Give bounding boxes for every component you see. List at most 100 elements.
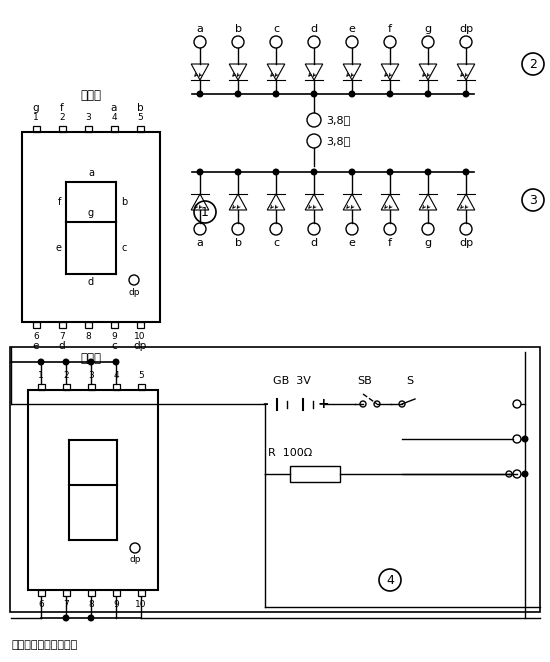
Bar [136,126,144,132]
Circle shape [37,359,45,365]
Circle shape [63,359,69,365]
Text: dp: dp [133,341,147,351]
Text: dp: dp [128,288,140,297]
Text: 4: 4 [113,371,119,380]
Bar [138,590,145,596]
Bar [22,132,160,322]
Circle shape [387,91,393,97]
Text: b: b [234,24,241,34]
Circle shape [196,91,204,97]
Text: g: g [88,208,94,218]
Text: 4: 4 [111,113,117,122]
Bar [85,322,91,328]
Text: 電源腳: 電源腳 [80,352,102,365]
Text: 9: 9 [111,332,117,341]
Text: 3,8腳: 3,8腳 [326,136,350,146]
Circle shape [234,91,241,97]
Text: d: d [59,341,65,351]
Bar [37,590,45,596]
Bar [113,385,119,390]
Text: dp: dp [129,555,141,564]
Text: GB  3V: GB 3V [273,376,311,386]
Bar [63,385,69,390]
Circle shape [234,169,241,175]
Circle shape [87,359,95,365]
Text: f: f [388,24,392,34]
Text: 10: 10 [134,332,146,341]
Text: 1: 1 [33,113,39,122]
Text: a: a [88,168,94,178]
Bar [32,126,40,132]
Bar [85,126,91,132]
Text: d: d [88,277,94,287]
Text: SB: SB [358,376,372,386]
Circle shape [272,169,279,175]
Text: d: d [310,24,317,34]
Text: c: c [273,24,279,34]
Bar [37,385,45,390]
Text: 8: 8 [85,332,91,341]
Text: 6: 6 [38,600,44,609]
Text: 9: 9 [113,600,119,609]
Bar [290,466,340,482]
Bar [136,322,144,328]
Text: 3: 3 [529,193,537,207]
Bar [58,322,65,328]
Text: f: f [58,197,61,207]
Bar [87,590,95,596]
Bar [63,590,69,596]
Text: b: b [121,197,127,207]
Text: e: e [349,24,355,34]
Text: f: f [388,238,392,248]
Bar [111,126,118,132]
Text: e: e [349,238,355,248]
Bar [58,126,65,132]
Circle shape [463,91,470,97]
Text: -: - [262,397,268,411]
Circle shape [63,614,69,622]
Text: 2: 2 [59,113,65,122]
Circle shape [425,169,432,175]
Circle shape [425,91,432,97]
Circle shape [87,614,95,622]
Text: 10: 10 [135,600,147,609]
Text: 6: 6 [33,332,39,341]
Text: e: e [33,341,39,351]
Text: a: a [196,238,204,248]
Text: e: e [55,243,61,253]
Circle shape [349,169,355,175]
Circle shape [196,169,204,175]
Text: 電源腳: 電源腳 [80,89,102,102]
Bar [87,385,95,390]
Text: 1: 1 [38,371,44,380]
Text: 4: 4 [386,573,394,587]
Text: a: a [111,103,117,113]
Text: b: b [137,103,144,113]
Circle shape [113,359,119,365]
Text: R  100Ω: R 100Ω [268,448,312,458]
Text: 8: 8 [88,600,94,609]
Text: f: f [60,103,64,113]
Text: 3: 3 [88,371,94,380]
Bar [28,390,158,590]
Text: S: S [406,376,414,386]
Text: 2: 2 [529,58,537,70]
Bar [138,385,145,390]
Text: 5: 5 [138,371,144,380]
Text: c: c [121,243,126,253]
Bar [10,347,540,612]
Text: 電子制作天地收藏整理: 電子制作天地收藏整理 [12,640,78,650]
Text: 3: 3 [85,113,91,122]
Bar [32,322,40,328]
Circle shape [272,91,279,97]
Text: 1: 1 [201,205,209,218]
Text: g: g [32,103,39,113]
Text: g: g [425,238,432,248]
Text: 7: 7 [63,600,69,609]
Bar [113,590,119,596]
Text: c: c [273,238,279,248]
Circle shape [349,91,355,97]
Circle shape [521,471,529,477]
Text: 7: 7 [59,332,65,341]
Text: 3,8腳: 3,8腳 [326,115,350,125]
